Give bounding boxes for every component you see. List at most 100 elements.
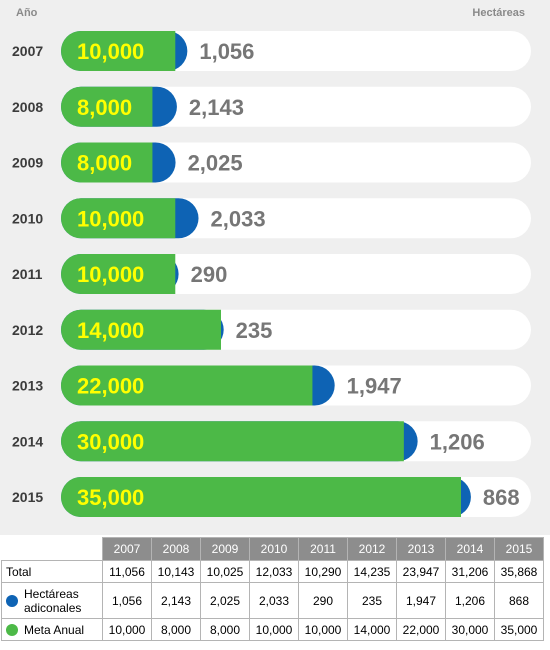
bar-meta-anual (61, 365, 313, 406)
bar-value-label-adicionales: 2,143 (189, 95, 244, 120)
adicionales-label-text: Hectáreas adiconales (24, 587, 81, 615)
bar-row-2007: 2007 10,000 1,056 (12, 31, 531, 71)
bar-row-2013: 2013 22,000 1,947 (12, 365, 531, 406)
table-cell: 10,025 (200, 560, 250, 583)
bar-value-label-meta: 10,000 (77, 39, 144, 64)
table-cell: 2,033 (249, 582, 299, 619)
table-cell: 8,000 (200, 618, 250, 641)
bars-layer: 2007 10,000 1,056 2008 8,000 2,143 2009 8,000 2,… (12, 31, 531, 517)
category-label: 2008 (12, 99, 43, 115)
adicionales-label-line2: adiconales (24, 600, 82, 615)
category-label: 2013 (12, 378, 43, 394)
table-col-2007: 2007 (102, 537, 152, 561)
table-cell: 30,000 (445, 618, 495, 641)
bar-meta-anual (61, 309, 222, 350)
table-cell: 10,143 (151, 560, 201, 583)
table-header-row: 2007 2008 2009 2010 2011 2012 2013 2014 … (1, 537, 544, 561)
table-cell: 14,235 (347, 560, 397, 583)
bar-value-label-meta: 8,000 (77, 95, 132, 120)
table-cell: 11,056 (102, 560, 152, 583)
table-col-2013: 2013 (396, 537, 446, 561)
bar-value-label-meta: 30,000 (77, 429, 144, 454)
table-cell: 2,143 (151, 582, 201, 619)
bar-value-label-adicionales: 1,206 (430, 429, 485, 454)
bar-row-2014: 2014 30,000 1,206 (12, 421, 531, 462)
unit-axis-header: Hectáreas (472, 7, 525, 19)
table-cell: 1,056 (102, 582, 152, 619)
table-cell: 22,000 (396, 618, 446, 641)
bar-value-label-adicionales: 868 (483, 485, 520, 510)
table-cell: 10,000 (249, 618, 299, 641)
bar-value-label-adicionales: 290 (191, 262, 228, 287)
bar-meta-anual (61, 477, 461, 517)
bar-value-label-meta: 22,000 (77, 374, 144, 399)
category-label: 2011 (12, 266, 43, 282)
data-table-container: 2007 2008 2009 2010 2011 2012 2013 2014 … (1, 537, 544, 641)
table-cell: 10,290 (298, 560, 348, 583)
table-col-2009: 2009 (200, 537, 250, 561)
bar-row-2008: 2008 8,000 2,143 (12, 86, 531, 127)
year-axis-header: Año (16, 7, 38, 19)
table-cell: 290 (298, 582, 348, 619)
bar-row-2012: 2012 14,000 235 (12, 309, 531, 350)
bar-value-label-meta: 8,000 (77, 151, 132, 176)
adicionales-row-label: Hectáreas adiconales (1, 582, 103, 619)
table-cell: 35,000 (494, 618, 544, 641)
meta-label-text: Meta Anual (24, 622, 85, 637)
table-cell: 35,868 (494, 560, 544, 583)
bar-meta-anual (61, 421, 404, 462)
table-cell: 10,000 (298, 618, 348, 641)
bar-value-label-adicionales: 2,025 (188, 151, 243, 176)
table-col-2010: 2010 (249, 537, 299, 561)
bar-track (61, 142, 531, 183)
bar-meta-anual (61, 254, 176, 294)
bar-meta-anual (61, 198, 176, 239)
table-col-2014: 2014 (445, 537, 495, 561)
table-row-total: Total 11,056 10,143 10,025 12,033 10,290… (1, 560, 544, 583)
adicionales-label-line1: Hectáreas (24, 586, 79, 601)
table-cell: 1,947 (396, 582, 446, 619)
bar-value-label-adicionales: 1,947 (347, 374, 402, 399)
bar-row-2011: 2011 10,000 290 (12, 254, 531, 294)
table-cell: 1,206 (445, 582, 495, 619)
table-cell: 868 (494, 582, 544, 619)
table-col-2012: 2012 (347, 537, 397, 561)
category-label: 2007 (12, 43, 43, 59)
bar-value-label-meta: 14,000 (77, 318, 144, 343)
table-cell: 12,033 (249, 560, 299, 583)
bar-row-2009: 2009 8,000 2,025 (12, 142, 531, 183)
bar-value-label-meta: 10,000 (77, 206, 144, 231)
table-cell: 8,000 (151, 618, 201, 641)
bar-value-label-adicionales: 235 (236, 318, 273, 343)
table-col-2008: 2008 (151, 537, 201, 561)
table-row-meta: Meta Anual 10,000 8,000 8,000 10,000 10,… (1, 618, 544, 641)
legend-dot-adicionales (6, 594, 18, 607)
legend-dot-meta (6, 623, 18, 636)
total-row-label: Total (1, 560, 103, 583)
table-col-2015: 2015 (494, 537, 544, 561)
table-corner (1, 537, 103, 561)
bar-value-label-meta: 35,000 (77, 485, 144, 510)
bar-meta-anual (61, 142, 153, 183)
category-label: 2015 (12, 489, 43, 505)
table-cell: 235 (347, 582, 397, 619)
category-label: 2014 (12, 433, 43, 449)
bar-meta-anual (61, 86, 153, 127)
chart: Año Hectáreas 2007 10,000 1,056 2008 8,000 2,… (0, 0, 550, 535)
category-label: 2012 (12, 322, 43, 338)
table-cell: 10,000 (102, 618, 152, 641)
bar-value-label-meta: 10,000 (77, 262, 144, 287)
bar-track (61, 86, 531, 127)
category-label: 2009 (12, 155, 43, 171)
bar-row-2010: 2010 10,000 2,033 (12, 198, 531, 239)
table-cell: 14,000 (347, 618, 397, 641)
bar-value-label-adicionales: 1,056 (199, 39, 254, 64)
category-label: 2010 (12, 210, 43, 226)
bar-row-2015: 2015 35,000 868 (12, 477, 531, 517)
bar-meta-anual (61, 31, 176, 71)
table-row-adicionales: Hectáreas adiconales 1,056 2,143 2,025 2… (1, 582, 544, 619)
meta-row-label: Meta Anual (1, 618, 103, 641)
bar-value-label-adicionales: 2,033 (211, 206, 266, 231)
bar-track (61, 254, 531, 294)
data-table: 2007 2008 2009 2010 2011 2012 2013 2014 … (1, 537, 544, 641)
